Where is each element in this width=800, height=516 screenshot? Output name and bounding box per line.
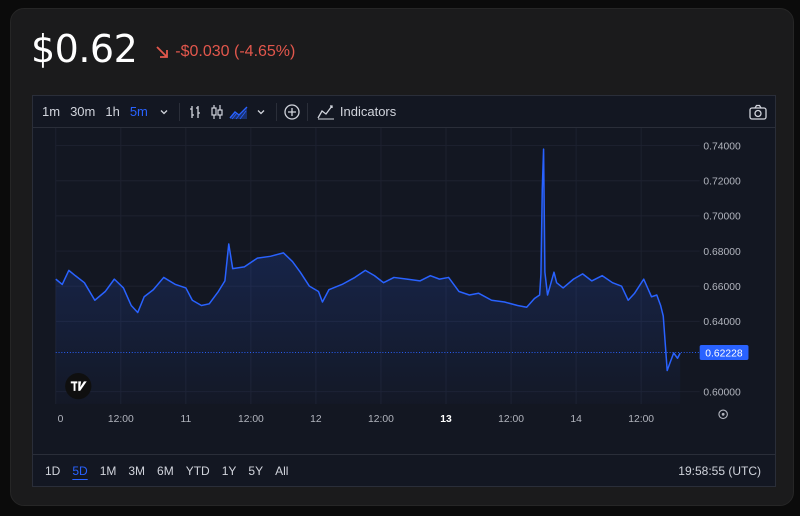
y-tick-label: 0.68000 bbox=[703, 247, 741, 258]
toolbar-divider bbox=[275, 102, 277, 121]
utc-clock: 19:58:55 (UTC) bbox=[678, 464, 761, 478]
interval-dropdown-chevron-down-icon[interactable] bbox=[153, 96, 175, 127]
chart-toolbar: 1m 30m 1h 5m bbox=[33, 96, 775, 128]
interval-30m[interactable]: 30m bbox=[70, 104, 96, 119]
y-tick-label: 0.72000 bbox=[703, 176, 741, 187]
range-3m[interactable]: 3M bbox=[128, 464, 146, 478]
indicators-button[interactable]: Indicators bbox=[312, 96, 401, 127]
range-1m[interactable]: 1M bbox=[99, 464, 117, 478]
current-price: $0.62 bbox=[31, 27, 138, 71]
camera-icon[interactable] bbox=[747, 96, 769, 127]
range-1d[interactable]: 1D bbox=[45, 464, 61, 478]
y-axis: 0.74000 0.72000 0.70000 0.68000 0.66000 0.640… bbox=[703, 141, 741, 398]
y-tick-label: 0.70000 bbox=[703, 212, 741, 223]
indicators-icon bbox=[317, 104, 334, 119]
range-5d[interactable]: 5D bbox=[72, 464, 88, 478]
interval-5m[interactable]: 5m bbox=[129, 104, 148, 119]
indicators-label: Indicators bbox=[339, 104, 397, 119]
price-card: $0.62 -$0.030 (-4.65%) 1m 30m 1h 5m bbox=[10, 8, 794, 506]
toolbar-divider bbox=[178, 102, 180, 121]
tradingview-logo[interactable] bbox=[65, 372, 92, 400]
x-tick-label: 12:00 bbox=[238, 414, 264, 425]
price-chart[interactable]: 0.74000 0.72000 0.70000 0.68000 0.66000 0.640… bbox=[33, 128, 775, 434]
x-tick-label: 12:00 bbox=[108, 414, 134, 425]
x-tick-label: 0 bbox=[58, 414, 64, 425]
chart-type-chevron-down-icon[interactable] bbox=[250, 96, 272, 127]
y-tick-label: 0.66000 bbox=[703, 282, 741, 293]
x-tick-label: 12:00 bbox=[498, 414, 524, 425]
y-tick-label: 0.64000 bbox=[703, 317, 741, 328]
area-chart-icon[interactable] bbox=[228, 96, 250, 127]
interval-1m[interactable]: 1m bbox=[42, 104, 61, 119]
x-tick-label: 12:00 bbox=[628, 414, 654, 425]
interval-1h[interactable]: 1h bbox=[105, 104, 120, 119]
candlestick-icon[interactable] bbox=[206, 96, 228, 127]
chart-widget: 1m 30m 1h 5m bbox=[32, 95, 776, 487]
y-tick-label: 0.74000 bbox=[703, 141, 741, 152]
add-compare-icon[interactable] bbox=[281, 96, 303, 127]
bar-chart-icon[interactable] bbox=[184, 96, 206, 127]
y-tick-label: 0.60000 bbox=[703, 387, 741, 398]
x-tick-label: 14 bbox=[570, 414, 582, 425]
price-line bbox=[55, 148, 681, 372]
price-area-fill bbox=[55, 149, 681, 404]
price-change-text: -$0.030 (-4.65%) bbox=[175, 43, 296, 60]
range-5y[interactable]: 5Y bbox=[248, 464, 264, 478]
range-6m[interactable]: 6M bbox=[157, 464, 174, 478]
x-axis: 0 12:00 11 12:00 12 12:00 13 12:00 14 12:00 bbox=[58, 414, 655, 425]
toolbar-divider bbox=[306, 102, 308, 121]
price-change: -$0.030 (-4.65%) bbox=[155, 43, 295, 61]
x-tick-label: 12 bbox=[310, 414, 322, 425]
range-all[interactable]: All bbox=[275, 464, 289, 478]
x-tick-label: 12:00 bbox=[368, 414, 394, 425]
range-ytd[interactable]: YTD bbox=[185, 464, 210, 478]
range-1y[interactable]: 1Y bbox=[221, 464, 237, 478]
last-price-value: 0.62228 bbox=[705, 348, 743, 359]
x-tick-label: 11 bbox=[180, 414, 191, 425]
x-tick-label: 13 bbox=[440, 414, 452, 425]
settings-gear-icon[interactable] bbox=[718, 409, 728, 420]
price-header: $0.62 -$0.030 (-4.65%) bbox=[31, 27, 295, 71]
last-price-badge: 0.62228 bbox=[699, 344, 749, 361]
last-price-badge-bg bbox=[699, 344, 749, 361]
range-bar: 1D 5D 1M 3M 6M YTD 1Y 5Y All 19:58:55 (U… bbox=[33, 454, 775, 487]
arrow-down-right-icon bbox=[156, 46, 169, 58]
